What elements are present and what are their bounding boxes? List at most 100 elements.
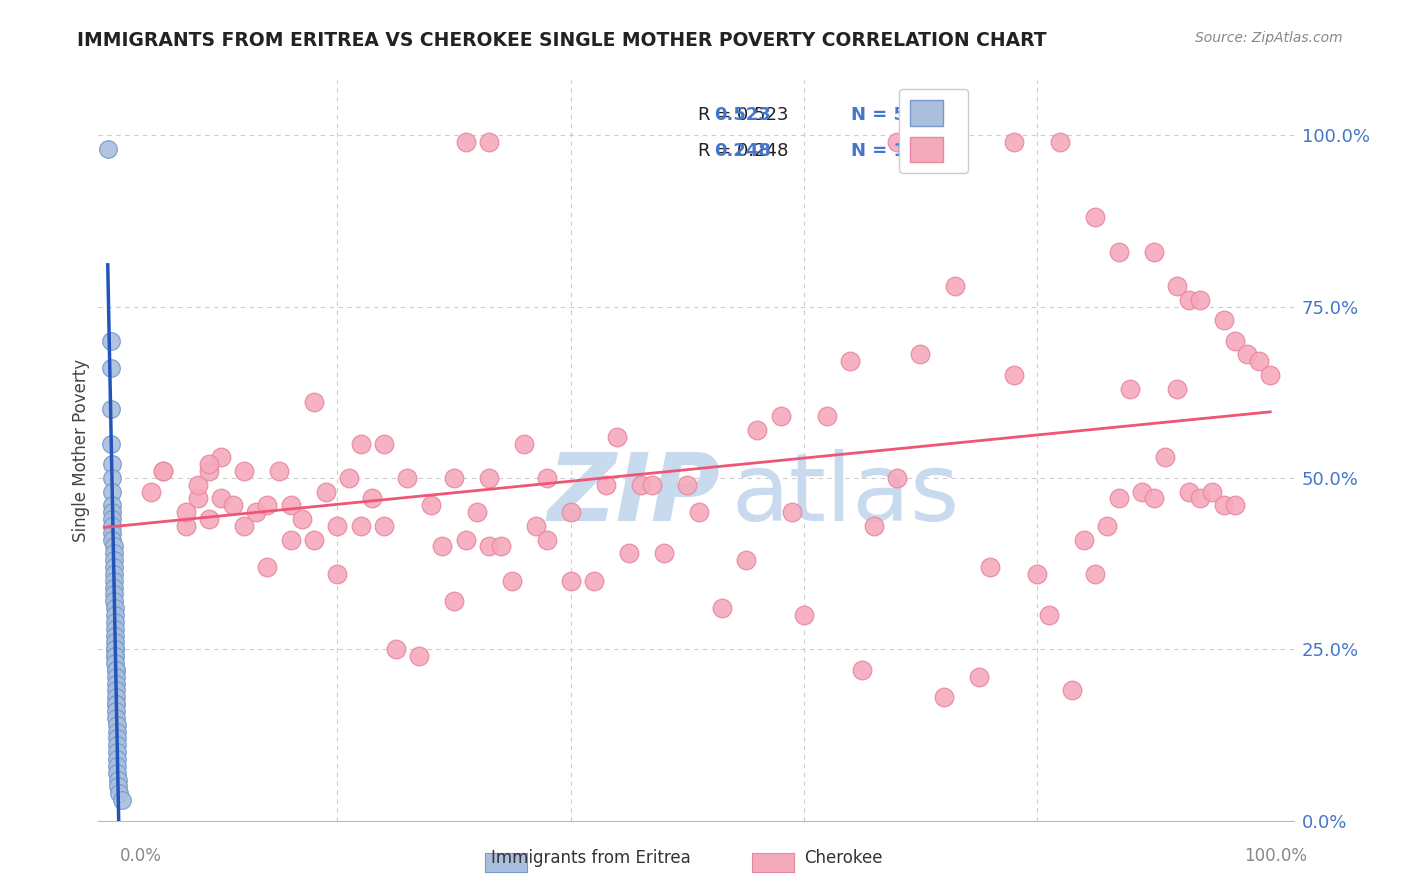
Text: Cherokee: Cherokee (804, 849, 883, 867)
Point (337, 471, 360, 485)
Point (1166, 382, 1188, 396)
Point (139, 484, 162, 499)
Point (967, 670, 990, 684)
Point (1108, 491, 1130, 506)
Point (103, 553, 125, 567)
Point (198, 457, 221, 471)
Point (104, 649, 127, 664)
Point (104, 642, 127, 657)
Point (104, 615, 127, 629)
Text: Immigrants from Eritrea: Immigrants from Eritrea (491, 849, 690, 867)
Point (101, 505, 124, 519)
Text: ZIP: ZIP (547, 449, 720, 541)
Point (104, 607, 127, 622)
Point (104, 601, 127, 615)
Point (103, 540, 125, 554)
Point (103, 566, 125, 581)
Point (1002, 368, 1025, 382)
Point (104, 663, 127, 677)
Point (315, 484, 337, 499)
Point (101, 519, 124, 533)
Text: Source: ZipAtlas.com: Source: ZipAtlas.com (1195, 31, 1343, 45)
Point (1236, 347, 1258, 361)
Point (373, 436, 395, 450)
Point (350, 519, 373, 533)
Point (209, 491, 232, 506)
Point (186, 491, 208, 506)
Point (104, 628, 127, 642)
Point (174, 505, 197, 519)
Point (536, 533, 558, 547)
Point (302, 533, 325, 547)
Point (886, 135, 908, 149)
Text: R = 0.248: R = 0.248 (699, 143, 789, 161)
Point (1002, 135, 1025, 149)
Point (256, 560, 278, 574)
Point (641, 477, 664, 491)
Point (104, 622, 127, 636)
Point (103, 587, 125, 601)
Point (734, 553, 756, 567)
Point (104, 711, 127, 725)
Point (373, 519, 395, 533)
Point (1258, 368, 1281, 382)
Point (862, 519, 884, 533)
Point (104, 704, 127, 718)
Point (256, 498, 278, 512)
Point (108, 786, 131, 800)
Text: N = 112: N = 112 (852, 143, 931, 161)
Point (932, 690, 955, 705)
Point (467, 505, 489, 519)
Point (443, 471, 465, 485)
Point (1108, 244, 1130, 259)
Point (501, 574, 523, 588)
Point (478, 540, 501, 554)
Point (1212, 498, 1234, 512)
Point (1247, 354, 1270, 368)
Point (478, 471, 501, 485)
Point (910, 347, 932, 361)
Text: 0.0%: 0.0% (120, 847, 162, 865)
Point (221, 498, 243, 512)
Point (103, 574, 125, 588)
Point (1130, 484, 1153, 499)
Point (104, 656, 127, 670)
Point (104, 690, 127, 705)
Point (103, 560, 125, 574)
Point (104, 649, 127, 664)
Point (1166, 279, 1188, 293)
Point (100, 436, 122, 450)
Point (396, 471, 419, 485)
Point (101, 484, 124, 499)
Point (454, 135, 477, 149)
Point (1084, 211, 1107, 225)
Point (1189, 491, 1212, 506)
Text: N = 56: N = 56 (852, 106, 920, 124)
Y-axis label: Single Mother Poverty: Single Mother Poverty (72, 359, 90, 542)
Point (100, 361, 122, 376)
Point (1038, 607, 1060, 622)
Point (513, 436, 536, 450)
Point (688, 505, 710, 519)
Point (104, 642, 127, 657)
Point (209, 450, 232, 465)
Point (1060, 683, 1083, 698)
Point (432, 540, 454, 554)
Point (454, 533, 477, 547)
Point (101, 457, 124, 471)
Point (839, 354, 862, 368)
Point (1154, 450, 1177, 465)
Point (186, 477, 208, 491)
Point (560, 574, 582, 588)
Point (361, 491, 384, 506)
Point (793, 607, 815, 622)
Point (595, 477, 617, 491)
Point (524, 519, 547, 533)
Point (104, 670, 127, 684)
Point (560, 505, 582, 519)
Text: atlas: atlas (733, 449, 960, 541)
Point (769, 409, 792, 424)
Point (105, 745, 128, 759)
Point (101, 498, 124, 512)
Point (107, 780, 129, 794)
